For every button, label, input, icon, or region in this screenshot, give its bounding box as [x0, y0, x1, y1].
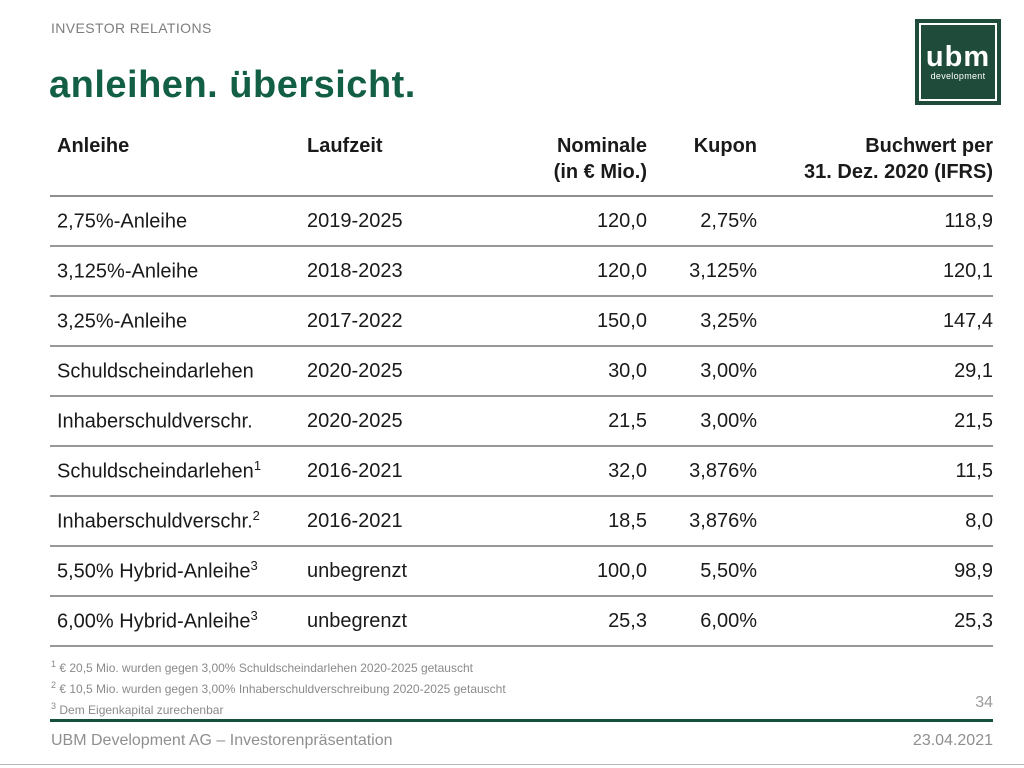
- bond-buchwert: 21,5: [757, 396, 993, 447]
- bond-kupon: 2,75%: [647, 196, 757, 247]
- bond-table-container: Anleihe Laufzeit Nominale (in € Mio.) Ku…: [50, 133, 993, 647]
- bond-laufzeit: unbegrenzt: [307, 596, 457, 647]
- footer-date: 23.04.2021: [912, 732, 993, 749]
- bond-nominale: 30,0: [457, 346, 647, 397]
- footnote-3: 3 Dem Eigenkapital zurechenbar: [51, 701, 224, 717]
- column-header-nominale: Nominale (in € Mio.): [457, 133, 647, 197]
- table-row: Inhaberschuldverschr.2 2016-2021 18,5 3,…: [50, 496, 993, 547]
- bond-laufzeit: 2020-2025: [307, 396, 457, 447]
- bond-buchwert: 8,0: [757, 496, 993, 547]
- column-header-laufzeit: Laufzeit: [307, 133, 457, 197]
- bond-kupon: 3,25%: [647, 296, 757, 347]
- table-row: Schuldscheindarlehen1 2016-2021 32,0 3,8…: [50, 446, 993, 497]
- bond-nominale: 32,0: [457, 446, 647, 497]
- footnote-marker: 1: [253, 458, 262, 474]
- bond-name: Schuldscheindarlehen: [57, 460, 254, 483]
- column-header-buchwert: Buchwert per 31. Dez. 2020 (IFRS): [757, 133, 993, 197]
- bond-nominale: 18,5: [457, 496, 647, 547]
- table-row: 2,75%-Anleihe 2019-2025 120,0 2,75% 118,…: [50, 196, 993, 247]
- bond-laufzeit: 2019-2025: [307, 196, 457, 247]
- bond-table: Anleihe Laufzeit Nominale (in € Mio.) Ku…: [50, 133, 993, 647]
- bond-laufzeit: 2020-2025: [307, 346, 457, 397]
- bond-name: 6,00% Hybrid-Anleihe: [57, 610, 251, 633]
- bond-laufzeit: 2016-2021: [307, 496, 457, 547]
- slide-bottom-edge: [0, 764, 1024, 765]
- footnotes-block: 1 € 20,5 Mio. wurden gegen 3,00% Schulds…: [51, 656, 506, 719]
- footnote-marker: 2: [252, 508, 260, 524]
- bond-kupon: 3,125%: [647, 246, 757, 297]
- table-row: Inhaberschuldverschr. 2020-2025 21,5 3,0…: [50, 396, 993, 447]
- page-number: 34: [975, 694, 993, 711]
- bond-laufzeit: unbegrenzt: [307, 546, 457, 597]
- footnote-marker: 3: [250, 608, 258, 624]
- bond-laufzeit: 2018-2023: [307, 246, 457, 297]
- bond-nominale: 100,0: [457, 546, 647, 597]
- table-row: 5,50% Hybrid-Anleihe3 unbegrenzt 100,0 5…: [50, 546, 993, 597]
- bond-laufzeit: 2016-2021: [307, 446, 457, 497]
- bond-buchwert: 147,4: [757, 296, 993, 347]
- slide-eyebrow: INVESTOR RELATIONS: [51, 20, 212, 36]
- bond-name: 3,25%-Anleihe: [57, 310, 188, 333]
- bond-kupon: 6,00%: [647, 596, 757, 647]
- bond-name: Schuldscheindarlehen: [57, 360, 254, 383]
- bond-name: Inhaberschuldverschr.: [57, 410, 253, 433]
- table-header-row: Anleihe Laufzeit Nominale (in € Mio.) Ku…: [50, 133, 993, 197]
- bond-kupon: 5,50%: [647, 546, 757, 597]
- page-title: anleihen. übersicht.: [49, 64, 416, 106]
- bond-buchwert: 118,9: [757, 196, 993, 247]
- bond-nominale: 120,0: [457, 196, 647, 247]
- column-header-anleihe: Anleihe: [50, 133, 307, 197]
- bond-buchwert: 120,1: [757, 246, 993, 297]
- bond-name: 5,50% Hybrid-Anleihe: [57, 560, 251, 583]
- bond-nominale: 150,0: [457, 296, 647, 347]
- bond-nominale: 25,3: [457, 596, 647, 647]
- footer-company-text: UBM Development AG – Investorenpräsentat…: [51, 732, 393, 749]
- table-row: 3,25%-Anleihe 2017-2022 150,0 3,25% 147,…: [50, 296, 993, 347]
- bond-name: 2,75%-Anleihe: [57, 210, 188, 233]
- bond-name: 3,125%-Anleihe: [57, 260, 199, 283]
- bond-name: Inhaberschuldverschr.: [57, 510, 253, 533]
- bond-kupon: 3,00%: [647, 346, 757, 397]
- bond-laufzeit: 2017-2022: [307, 296, 457, 347]
- bond-buchwert: 98,9: [757, 546, 993, 597]
- bond-kupon: 3,00%: [647, 396, 757, 447]
- table-row: 6,00% Hybrid-Anleihe3 unbegrenzt 25,3 6,…: [50, 596, 993, 647]
- bond-nominale: 21,5: [457, 396, 647, 447]
- bond-nominale: 120,0: [457, 246, 647, 297]
- ubm-logo: ubm development: [915, 19, 1001, 105]
- bond-buchwert: 29,1: [757, 346, 993, 397]
- table-row: 3,125%-Anleihe 2018-2023 120,0 3,125% 12…: [50, 246, 993, 297]
- footnote-marker: 3: [250, 558, 258, 574]
- footnote-1: 1 € 20,5 Mio. wurden gegen 3,00% Schulds…: [51, 659, 473, 675]
- bond-kupon: 3,876%: [647, 496, 757, 547]
- footnote-2: 2 € 10,5 Mio. wurden gegen 3,00% Inhaber…: [51, 680, 506, 696]
- column-header-kupon: Kupon: [647, 133, 757, 197]
- bond-kupon: 3,876%: [647, 446, 757, 497]
- bond-buchwert: 25,3: [757, 596, 993, 647]
- bond-buchwert: 11,5: [757, 446, 993, 497]
- footer-divider: [50, 719, 993, 722]
- table-row: Schuldscheindarlehen 2020-2025 30,0 3,00…: [50, 346, 993, 397]
- ubm-logo-subtext: development: [930, 70, 986, 81]
- ubm-logo-wordmark: ubm: [925, 40, 991, 73]
